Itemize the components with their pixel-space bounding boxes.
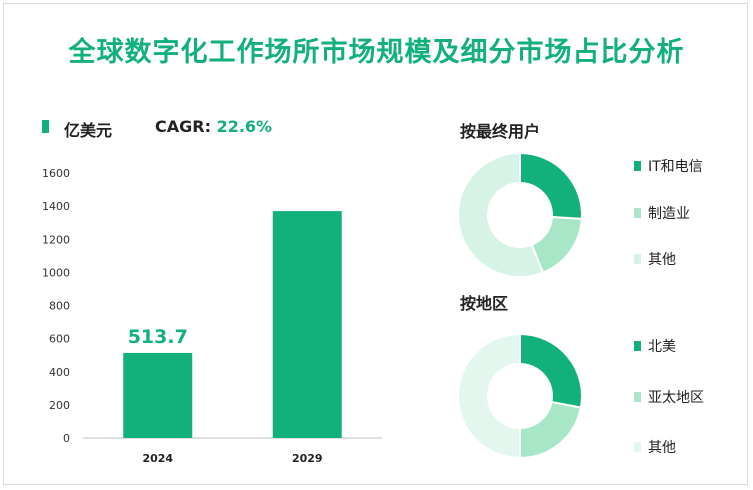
region-legend-label: 其他 — [648, 440, 676, 456]
region-legend-swatch — [634, 341, 641, 351]
legend-swatch — [42, 120, 49, 133]
donut-enduser-title: 按最终用户 — [460, 122, 541, 141]
y-tick-label: 400 — [49, 366, 70, 379]
chart-frame — [3, 3, 748, 485]
bar — [272, 211, 342, 438]
enduser-legend-swatch — [634, 254, 641, 264]
region-slice — [457, 332, 521, 460]
y-tick-label: 1600 — [42, 167, 70, 180]
donut-region-title: 按地区 — [460, 294, 509, 313]
y-tick-label: 0 — [63, 432, 70, 445]
enduser-legend-swatch — [634, 161, 641, 171]
enduser-slice — [519, 151, 583, 220]
data-label: 513.7 — [128, 326, 188, 348]
y-tick-label: 1200 — [42, 233, 70, 246]
x-tick-label: 2029 — [292, 452, 323, 465]
cagr-value: 22.6% — [216, 117, 273, 136]
region-slice — [519, 400, 583, 460]
region-legend-swatch — [634, 442, 641, 452]
region-legend-label: 北美 — [648, 339, 676, 355]
region-legend-label: 亚太地区 — [648, 390, 704, 406]
enduser-legend-label: 其他 — [648, 252, 676, 268]
region-slice — [519, 332, 583, 409]
y-tick-label: 600 — [49, 333, 70, 346]
enduser-legend-label: 制造业 — [648, 206, 690, 222]
cagr-text: CAGR: 22.6% — [155, 117, 272, 136]
enduser-legend-swatch — [634, 208, 641, 218]
y-tick-label: 1400 — [42, 200, 70, 213]
bar — [123, 352, 193, 438]
legend-unit: 亿美元 — [64, 121, 113, 140]
donut-enduser-chart — [457, 151, 583, 278]
y-tick-label: 1000 — [42, 266, 70, 279]
y-tick-label: 800 — [49, 300, 70, 313]
region-legend-swatch — [634, 392, 641, 402]
cagr-label: CAGR: — [155, 117, 211, 136]
donut-region-chart — [457, 332, 583, 460]
enduser-legend-label: IT和电信 — [648, 159, 703, 175]
x-tick-label: 2024 — [142, 452, 173, 465]
page-title: 全球数字化工作场所市场规模及细分市场占比分析 — [68, 37, 685, 68]
y-tick-label: 200 — [49, 399, 70, 412]
enduser-slice — [457, 151, 545, 278]
